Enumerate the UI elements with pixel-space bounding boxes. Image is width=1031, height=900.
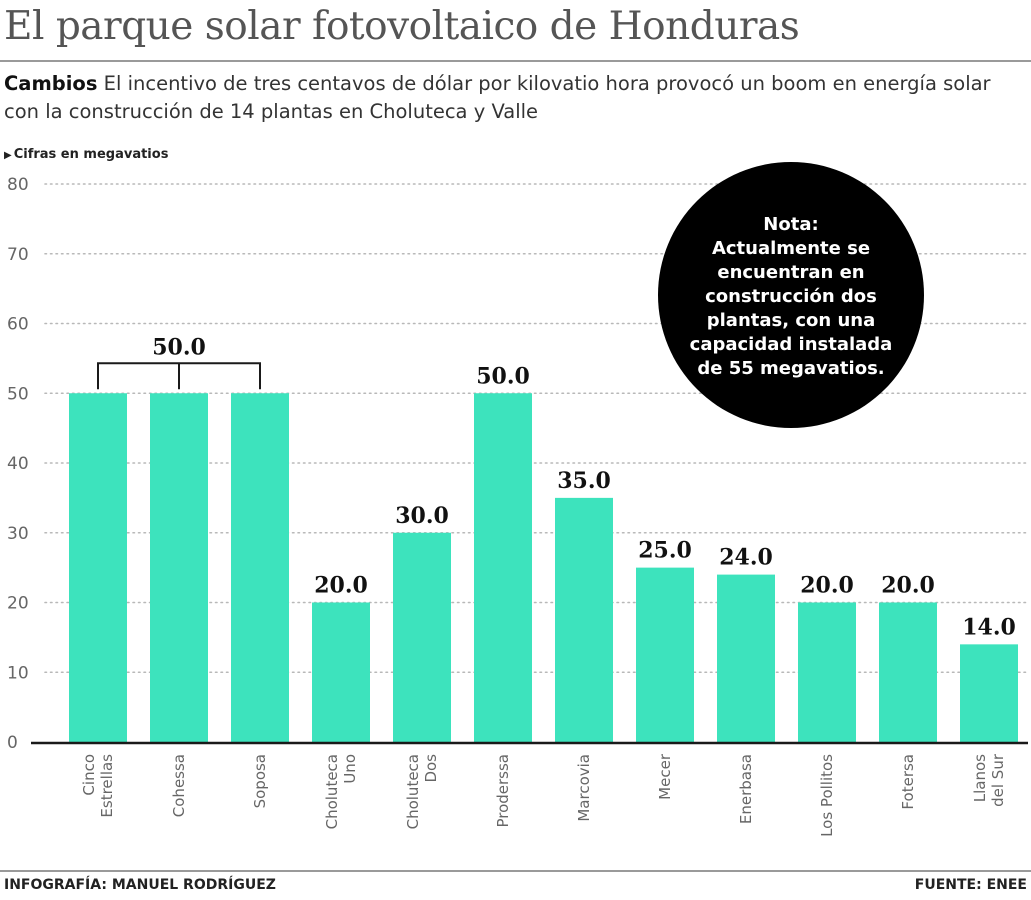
triangle-right-icon: ▶ <box>4 150 12 161</box>
y-tick-label: 50 <box>7 384 29 404</box>
category-label: Cinco <box>80 754 98 796</box>
category-label: Mecer <box>656 753 674 800</box>
group-value-label: 50.0 <box>152 334 206 360</box>
category-labels: Cinco Estrellas Cohessa Soposa Choluteca Uno C… <box>80 753 1007 837</box>
note-line: Actualmente se <box>712 238 870 259</box>
category-label: Enerbasa <box>737 754 755 824</box>
units-label: ▶ Cifras en megavatios <box>4 147 168 162</box>
value-label: 24.0 <box>719 545 773 571</box>
group-bracket: 50.0 <box>97 334 261 390</box>
bar <box>879 602 937 742</box>
value-label: 14.0 <box>962 614 1016 640</box>
category-label: Marcovia <box>575 754 593 822</box>
y-tick-label: 60 <box>7 315 29 335</box>
bar <box>312 602 370 742</box>
bars <box>69 393 1018 742</box>
y-tick-label: 70 <box>7 245 29 265</box>
value-label: 30.0 <box>395 503 449 529</box>
category-label: del Sur <box>989 753 1007 807</box>
bar <box>960 644 1018 742</box>
category-label: Fotersa <box>899 754 917 810</box>
y-axis-ticks: 0 10 20 30 40 50 60 70 80 <box>7 175 29 753</box>
category-label: Soposa <box>251 754 269 808</box>
value-labels: 20.0 30.0 50.0 35.0 25.0 24.0 20.0 20.0 14.0 <box>314 363 1016 640</box>
value-label: 20.0 <box>881 573 935 599</box>
category-label: Estrellas <box>98 754 116 818</box>
bar <box>393 532 451 742</box>
bracket-line <box>97 362 261 390</box>
bar <box>69 393 127 742</box>
value-label: 35.0 <box>557 468 611 494</box>
y-tick-label: 20 <box>7 594 29 614</box>
note-line: plantas, con una <box>707 310 875 331</box>
value-label: 20.0 <box>314 573 368 599</box>
value-label: 25.0 <box>638 538 692 564</box>
bar <box>798 602 856 742</box>
source-text: FUENTE: ENEE <box>914 877 1027 893</box>
value-label: 20.0 <box>800 573 854 599</box>
note-background <box>658 162 924 428</box>
bar <box>636 567 694 742</box>
category-label: Los Pollitos <box>818 754 836 837</box>
category-label: Uno <box>341 754 359 784</box>
note-line: capacidad instalada <box>690 334 893 355</box>
category-label: Choluteca <box>404 754 422 829</box>
category-label: Dos <box>422 754 440 783</box>
category-label: Cohessa <box>170 754 188 817</box>
y-tick-label: 40 <box>7 454 29 474</box>
note-line: de 55 megavatios. <box>697 358 884 379</box>
bar <box>231 393 289 742</box>
bar <box>717 574 775 742</box>
note-line: Nota: <box>763 214 818 235</box>
units-text: Cifras en megavatios <box>13 147 169 162</box>
subtitle-text: El incentivo de tres centavos de dólar p… <box>4 72 991 123</box>
footer-divider <box>0 870 1031 872</box>
y-tick-label: 0 <box>7 733 18 753</box>
note-line: construcción dos <box>705 286 877 307</box>
y-tick-label: 80 <box>7 175 29 195</box>
y-tick-label: 30 <box>7 524 29 544</box>
chart-subtitle: Cambios El incentivo de tres centavos de… <box>4 70 1014 126</box>
chart-title: El parque solar fotovoltaico de Honduras <box>4 4 800 49</box>
note-circle: Nota: Actualmente se encuentran en construc… <box>658 162 924 428</box>
category-label: Proderssa <box>494 754 512 828</box>
category-label: Choluteca <box>323 754 341 829</box>
note-line: encuentran en <box>717 262 864 283</box>
value-label: 50.0 <box>476 363 530 389</box>
bar <box>474 393 532 742</box>
bar <box>555 497 613 742</box>
category-label: Llanos <box>971 754 989 802</box>
credit-text: INFOGRAFÍA: MANUEL RODRÍGUEZ <box>4 877 276 893</box>
y-tick-label: 10 <box>7 663 29 683</box>
subtitle-lead: Cambios <box>4 72 98 95</box>
bar <box>150 393 208 742</box>
title-divider <box>0 60 1031 62</box>
